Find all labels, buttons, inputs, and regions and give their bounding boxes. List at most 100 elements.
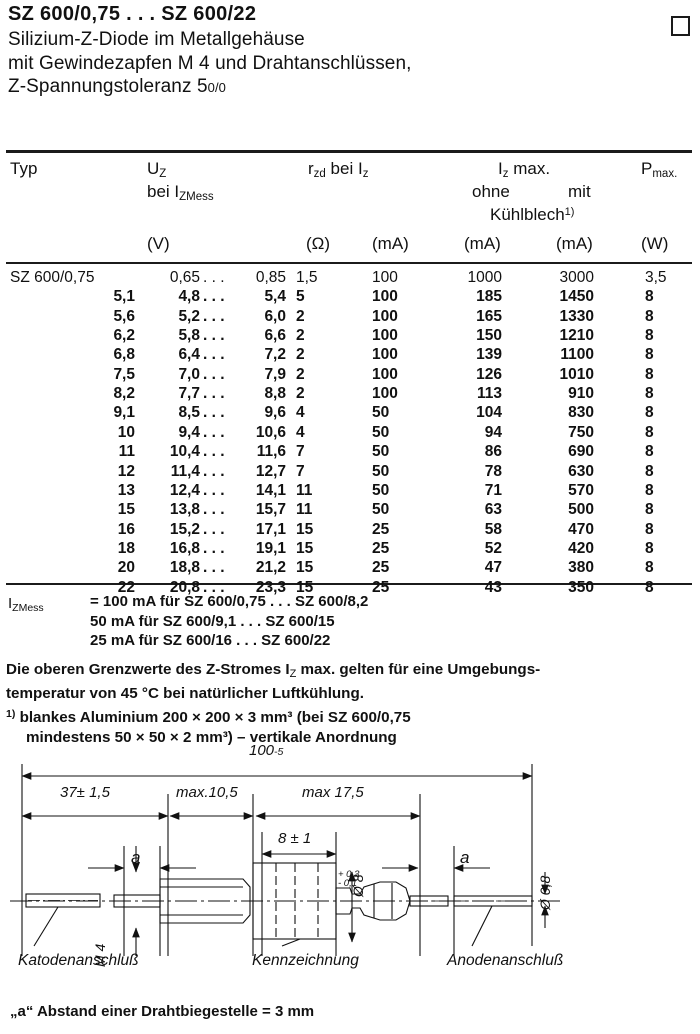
cell-range-dots: . . . [203, 288, 225, 306]
dim-left-length: 37± 1,5 [60, 784, 110, 801]
cell-uz-max: 23,3 [255, 578, 286, 596]
header-tolerance-text: Z-Spannungstoleranz 5 [8, 76, 208, 97]
header-desc-line-3: Z-Spannungstoleranz 50/0 [8, 75, 648, 100]
cell-izmax-ohne: 47 [484, 559, 502, 577]
cell-iz: 50 [372, 462, 390, 480]
cell-pmax: 8 [645, 481, 654, 499]
drawing-footnote: „a“ Abstand einer Drahtbiegestelle = 3 m… [10, 1003, 315, 1020]
cell-pmax: 8 [645, 404, 654, 422]
cell-uz-min: 4,8 [178, 288, 200, 306]
cell-uz-min: 18,8 [169, 559, 200, 577]
cell-izmax-mit: 690 [568, 443, 594, 461]
cell-pmax: 8 [645, 365, 654, 383]
cell-pmax: 8 [645, 578, 654, 596]
table-row: 13 12,4. . . 14,1 11 50 71 570 8 [0, 481, 700, 500]
cell-uz-max: 0,85 [255, 269, 286, 286]
table-row: SZ 600/0,75 0,65. . . 0,85 1,5 100 1000 3000 3,… [0, 268, 700, 287]
cell-range-dots: . . . [203, 578, 225, 596]
cell-izmax-ohne: 165 [476, 307, 502, 325]
cell-rzd: 2 [296, 365, 305, 383]
col-header-uz-condition: bei IZMess [147, 182, 214, 203]
cell-rzd: 7 [296, 462, 305, 480]
cell-uz-max: 21,2 [255, 559, 286, 577]
cell-uz-max: 5,4 [264, 288, 286, 306]
cell-uz-min: 8,5 [178, 404, 200, 422]
table-row: 8,2 7,7. . . 8,8 2 100 113 910 8 [0, 384, 700, 403]
cell-rzd: 5 [296, 288, 305, 306]
col-header-typ: Typ [10, 159, 38, 178]
cell-izmax-mit: 470 [568, 520, 594, 538]
cell-range-dots: . . . [203, 327, 225, 345]
col-header-pmax: Pmax. [641, 159, 678, 180]
cell-uz-min: 6,4 [178, 346, 200, 364]
table-row: 7,5 7,0. . . 7,9 2 100 126 1010 8 [0, 365, 700, 384]
dim-body-width: 8 ± 1 [278, 830, 312, 847]
cell-typ-number: 6,2 [113, 327, 135, 345]
cell-rzd: 1,5 [296, 269, 318, 286]
cell-izmax-mit: 420 [568, 539, 594, 557]
cell-typ-number: 13 [117, 481, 135, 499]
cell-uz-min: 16,8 [169, 539, 200, 557]
cell-rzd: 15 [296, 539, 314, 557]
header-desc-line-1: Silizium-Z-Diode im Metallgehäuse [8, 29, 305, 50]
unit-ma-ohne: (mA) [464, 234, 501, 253]
cell-uz-min: 11,4 [170, 462, 200, 480]
cell-izmax-mit: 750 [568, 423, 594, 441]
cell-izmax-ohne: 1000 [467, 269, 502, 286]
cell-uz-min: 5,8 [178, 327, 200, 345]
table-row: 22 20,8. . . 23,3 15 25 43 350 8 [0, 578, 700, 597]
cell-pmax: 8 [645, 501, 654, 519]
header-desc-line-2: mit Gewindezapfen M 4 und Drahtanschlüss… [8, 52, 412, 74]
cell-uz-max: 7,2 [264, 346, 286, 364]
dim-diameter-wire: Ø 0,8 [537, 875, 553, 910]
cell-rzd: 7 [296, 443, 305, 461]
cell-typ-number: 5,1 [113, 288, 135, 306]
footnote-line-3: 1) blankes Aluminium 200 × 200 × 3 mm³ (… [6, 708, 411, 726]
col-header-ohne: ohne [472, 182, 510, 201]
cell-izmax-mit: 350 [568, 578, 594, 596]
col-header-mit: mit [568, 182, 591, 201]
cell-iz: 100 [372, 307, 398, 325]
cell-rzd: 2 [296, 346, 305, 364]
cell-pmax: 8 [645, 462, 654, 480]
table-row: 5,6 5,2. . . 6,0 2 100 165 1330 8 [0, 307, 700, 326]
cell-izmax-mit: 3000 [559, 269, 594, 286]
cell-typ-number: 9,1 [113, 404, 135, 422]
footnote-line-4: mindestens 50 × 50 × 2 mm³) – vertikale … [26, 729, 397, 746]
cell-uz-max: 9,6 [264, 404, 286, 422]
cell-izmax-ohne: 63 [484, 501, 502, 519]
cell-uz-min: 7,7 [178, 385, 200, 403]
cell-uz-min: 5,2 [178, 307, 200, 325]
cell-range-dots: . . . [203, 404, 225, 422]
cell-range-dots: . . . [203, 269, 225, 286]
cell-uz-max: 10,6 [255, 423, 286, 441]
cell-uz-max: 7,9 [264, 365, 286, 383]
cell-typ-number: 10 [117, 423, 135, 441]
cell-uz-min: 9,4 [178, 423, 200, 441]
dim-total-length: 100-5 [249, 742, 284, 759]
cell-typ-number: 20 [117, 559, 135, 577]
cell-uz-max: 6,6 [264, 327, 286, 345]
cell-izmax-ohne: 139 [476, 346, 502, 364]
cell-iz: 25 [372, 559, 390, 577]
cell-uz-max: 12,7 [255, 462, 286, 480]
rule-header-bottom [6, 262, 692, 264]
table-row: 12 11,4. . . 12,7 7 50 78 630 8 [0, 462, 700, 481]
cell-izmax-mit: 1330 [559, 307, 594, 325]
rule-top [6, 150, 692, 153]
dimension-drawing: 100-5 37± 1,5 max.10,5 max 17,5 8 ± 1 a … [0, 742, 700, 996]
unit-watt: (W) [641, 234, 669, 253]
dim-max-105: max.10,5 [176, 784, 238, 801]
cell-range-dots: . . . [203, 385, 225, 403]
unit-ma-iz: (mA) [372, 234, 409, 253]
cell-iz: 50 [372, 423, 390, 441]
cell-izmax-ohne: 185 [476, 288, 502, 306]
cell-rzd: 15 [296, 559, 314, 577]
izmess-line-2: 50 mA für SZ 600/9,1 . . . SZ 600/15 [90, 612, 335, 630]
cell-range-dots: . . . [203, 481, 225, 499]
table-row: 15 13,8. . . 15,7 11 50 63 500 8 [0, 500, 700, 519]
unit-volt: (V) [147, 234, 170, 253]
cell-pmax: 8 [645, 539, 654, 557]
cell-uz-min: 12,4 [169, 481, 200, 499]
cell-izmax-ohne: 71 [484, 481, 502, 499]
